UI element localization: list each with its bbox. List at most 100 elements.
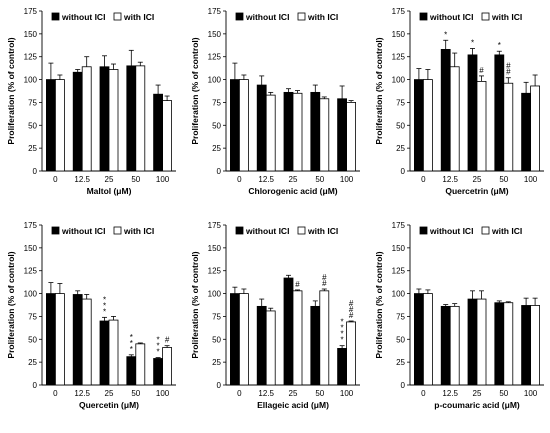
y-tick-label: 0 [401,381,406,390]
bar-without-ici [256,84,267,172]
bar-with-ici [238,79,249,172]
x-tick-label: 12.5 [442,389,458,398]
legend-label-without-ici: without ICI [245,12,289,22]
x-tick-label: 100 [340,175,354,184]
legend-label-with-ici: with ICI [491,226,522,236]
chart-panel-2: 0 25 50 75 100 125 150 175 Proliferation (% of c… [190,7,360,196]
x-tick-label: 25 [473,389,482,398]
y-axis-title: Proliferation (% of control) [374,251,384,358]
legend-label-with-ici: with ICI [491,12,522,22]
y-tick-label: 25 [212,358,221,367]
bar-with-ici [422,293,433,386]
bar-with-ici [135,343,146,386]
x-tick-label: 12.5 [74,175,90,184]
y-tick-label: 50 [396,335,405,344]
significance-mark: * * * [130,333,133,354]
x-tick-label: 0 [237,175,242,184]
y-tick-label: 175 [24,221,38,230]
bar-without-ici [256,305,267,386]
bar-without-ici [440,305,451,386]
legend-label-without-ici: without ICI [61,226,105,236]
x-tick-label: 50 [315,389,324,398]
legend-label-with-ici: with ICI [307,12,338,22]
significance-mark: # # [322,273,327,288]
y-tick-label: 50 [396,121,405,130]
bar-with-ici [135,65,146,172]
chart-panel-4: 0 25 50 75 100 125 150 175 Proliferation (% of c… [6,221,176,410]
y-tick-label: 100 [24,290,38,299]
x-tick-label: 100 [156,389,170,398]
bar-with-ici [422,79,433,172]
bar-with-ici [55,79,65,172]
legend-swatch-with-ici [297,12,306,21]
chart-panel-6: 0 25 50 75 100 125 150 175 Proliferation (% of c… [374,221,544,410]
y-tick-label: 25 [396,358,405,367]
legend-label-without-ici: without ICI [245,226,289,236]
y-tick-label: 125 [24,53,38,62]
y-tick-label: 150 [392,244,406,253]
x-tick-label: 50 [131,389,140,398]
x-axis-title: p-coumaric acid (μM) [434,400,520,410]
x-tick-label: 25 [105,175,114,184]
x-tick-label: 25 [105,389,114,398]
y-tick-label: 75 [28,312,37,321]
x-axis-title: Ellageic acid (μM) [257,400,329,410]
y-tick-label: 100 [208,76,222,85]
bar-without-ici [337,98,348,172]
bar-without-ici [72,71,83,172]
bar-with-ici [108,319,119,386]
legend-label-with-ici: with ICI [307,226,338,236]
significance-mark: * [471,38,474,47]
x-tick-label: 0 [421,389,426,398]
y-tick-label: 100 [392,290,406,299]
y-tick-label: 150 [208,30,222,39]
bar-with-ici [108,69,119,172]
x-tick-label: 12.5 [258,389,274,398]
y-tick-label: 125 [208,267,222,276]
chart-panel-5: 0 25 50 75 100 125 150 175 Proliferation (% of c… [190,221,360,410]
significance-mark: * [444,30,447,39]
y-tick-label: 150 [24,30,38,39]
significance-mark: * [498,41,501,50]
bar-without-ici [413,79,424,172]
y-tick-label: 125 [208,53,222,62]
legend-swatch-without-ici [419,12,428,21]
y-tick-label: 50 [28,335,37,344]
bar-with-ici [449,305,460,386]
bar-with-ici [530,305,540,386]
bar-without-ici [126,65,137,172]
bar-without-ici [99,66,110,172]
y-tick-label: 100 [24,76,38,85]
legend-label-with-ici: with ICI [123,12,154,22]
y-tick-label: 0 [33,381,38,390]
bar-with-ici [292,92,303,172]
y-tick-label: 25 [28,358,37,367]
significance-mark: # [295,280,300,289]
y-tick-label: 25 [212,144,221,153]
bar-with-ici [265,310,276,386]
bar-with-ici [503,302,514,386]
y-axis-title: Proliferation (% of control) [6,37,16,144]
bar-without-ici [153,358,164,386]
y-tick-label: 75 [396,98,405,107]
x-axis-title: Maltol (μM) [87,186,132,196]
significance-mark: * * * [103,295,106,316]
legend-label-without-ici: without ICI [429,226,473,236]
bar-without-ici [46,79,56,172]
significance-mark: # # # [349,299,354,320]
legend-swatch-without-ici [51,12,60,21]
bar-without-ici [283,277,294,386]
bar-with-ici [476,298,487,386]
x-tick-label: 0 [53,175,58,184]
bar-without-ici [126,356,137,386]
y-axis-title: Proliferation (% of control) [374,37,384,144]
x-tick-label: 12.5 [74,389,90,398]
y-tick-label: 175 [392,7,406,16]
bar-without-ici [310,91,321,172]
bar-without-ici [310,305,321,386]
y-tick-label: 25 [28,144,37,153]
y-tick-label: 175 [208,221,222,230]
bar-without-ici [467,54,478,172]
x-tick-label: 0 [237,389,242,398]
